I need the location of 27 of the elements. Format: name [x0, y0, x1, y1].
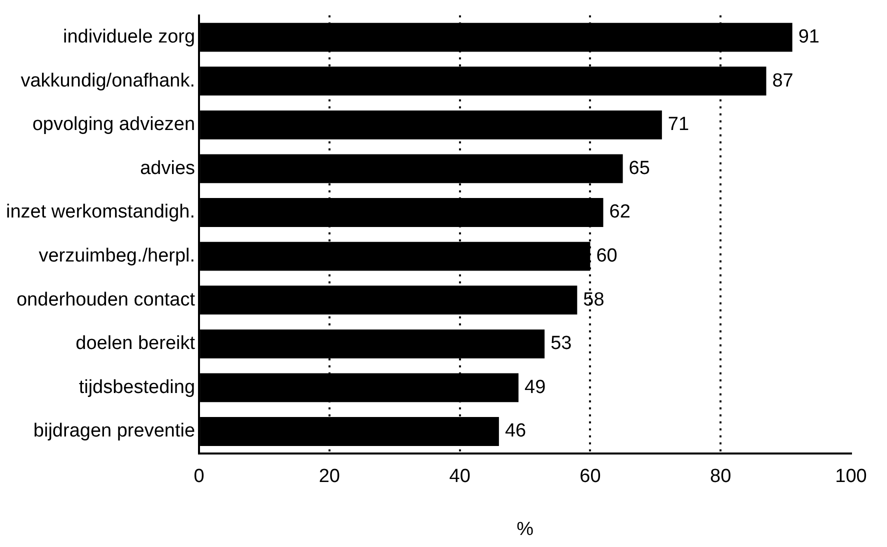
data-label: 87 [772, 70, 794, 92]
data-label: 60 [596, 246, 618, 267]
data-label: 46 [504, 420, 526, 442]
y-tick-label: onderhouden contact [16, 289, 196, 310]
x-axis-title: % [516, 518, 534, 540]
y-tick-label: individuele zorg [63, 26, 196, 48]
y-tick-label: inzet werkomstandigh. [6, 202, 196, 223]
x-tick-label: 80 [710, 466, 732, 488]
y-tick-label: bijdragen preventie [33, 420, 196, 442]
y-tick-label: vakkundig/onafhank. [20, 70, 196, 92]
data-label: 91 [798, 26, 820, 48]
x-tick-label: 40 [449, 466, 470, 488]
x-tick-label: 100 [835, 466, 867, 488]
data-label: 53 [550, 333, 572, 354]
data-label: 49 [524, 376, 546, 398]
y-tick-label: opvolging adviezen [32, 114, 196, 136]
y-tick-label: doelen bereikt [76, 333, 196, 354]
x-tick-label: 60 [580, 466, 601, 488]
y-tick-label: tijdsbesteding [78, 376, 196, 398]
y-tick-label: verzuimbeg./herpl. [38, 246, 196, 267]
x-tick-label: 20 [318, 466, 340, 488]
data-label: 71 [668, 114, 690, 136]
data-label: 65 [628, 158, 650, 179]
x-tick-label: 0 [194, 466, 204, 488]
data-label: 58 [583, 289, 604, 310]
data-label: 62 [609, 202, 630, 223]
y-tick-label: advies [140, 158, 196, 179]
